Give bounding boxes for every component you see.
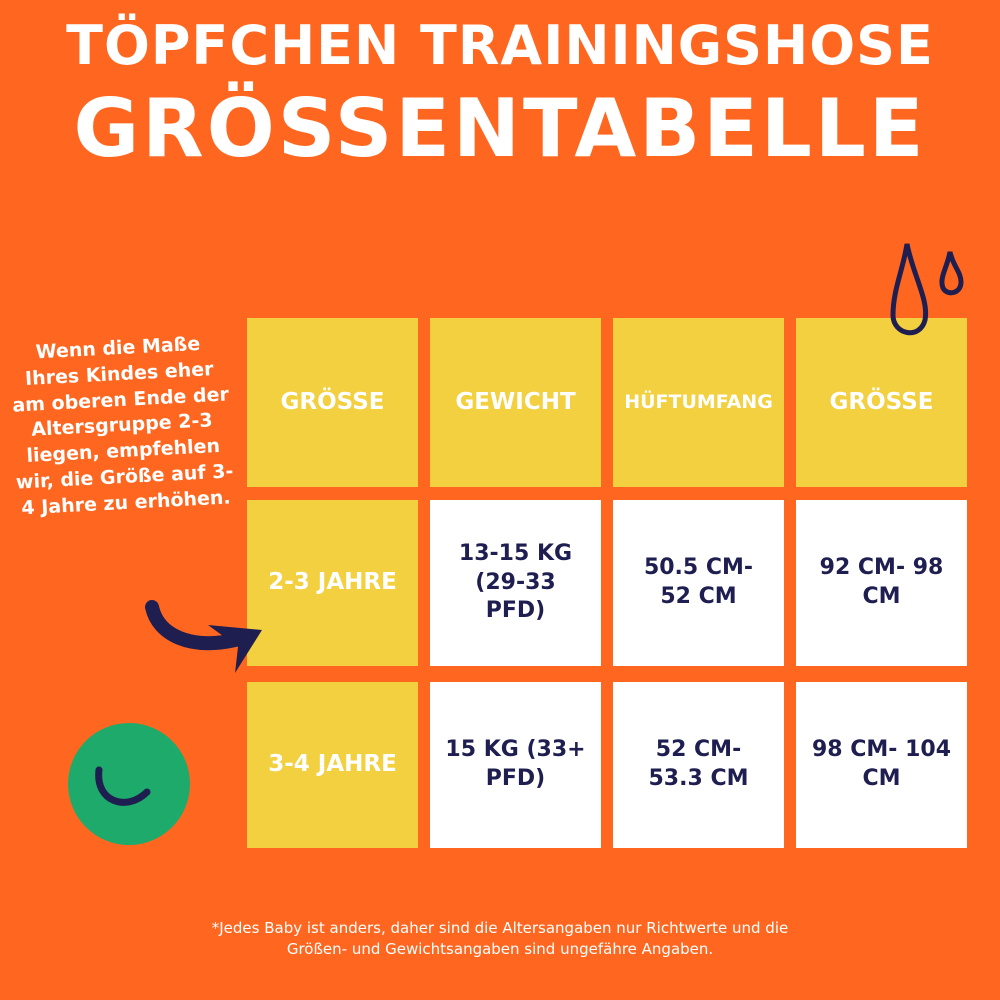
cell-hip: 52 CM- 53.3 CM bbox=[613, 682, 784, 848]
cell-hip: 50.5 CM- 52 CM bbox=[613, 500, 784, 666]
cell-weight: 15 KG (33+ PFD) bbox=[430, 682, 601, 848]
smiley-circle-icon bbox=[68, 723, 190, 845]
header-height: GRÖSSE bbox=[796, 318, 967, 487]
header-size: GRÖSSE bbox=[247, 318, 418, 487]
header-hip: HÜFTUMFANG bbox=[613, 318, 784, 487]
cell-weight: 13-15 KG (29-33 PFD) bbox=[430, 500, 601, 666]
water-drops-icon bbox=[890, 243, 964, 336]
arrow-icon bbox=[145, 600, 262, 673]
header-weight: GEWICHT bbox=[430, 318, 601, 487]
title-line-1: TÖPFCHEN TRAININGSHOSE bbox=[66, 14, 934, 77]
size-note: Wenn die Maße Ihres Kindes eher am obere… bbox=[11, 332, 234, 520]
cell-size: 2-3 JAHRE bbox=[247, 500, 418, 666]
footnote: *Jedes Baby ist anders, daher sind die A… bbox=[211, 919, 789, 958]
title-line-2: GRÖSSENTABELLE bbox=[73, 82, 927, 175]
cell-size: 3-4 JAHRE bbox=[247, 682, 418, 848]
cell-height: 92 CM- 98 CM bbox=[796, 500, 967, 666]
cell-height: 98 CM- 104 CM bbox=[796, 682, 967, 848]
